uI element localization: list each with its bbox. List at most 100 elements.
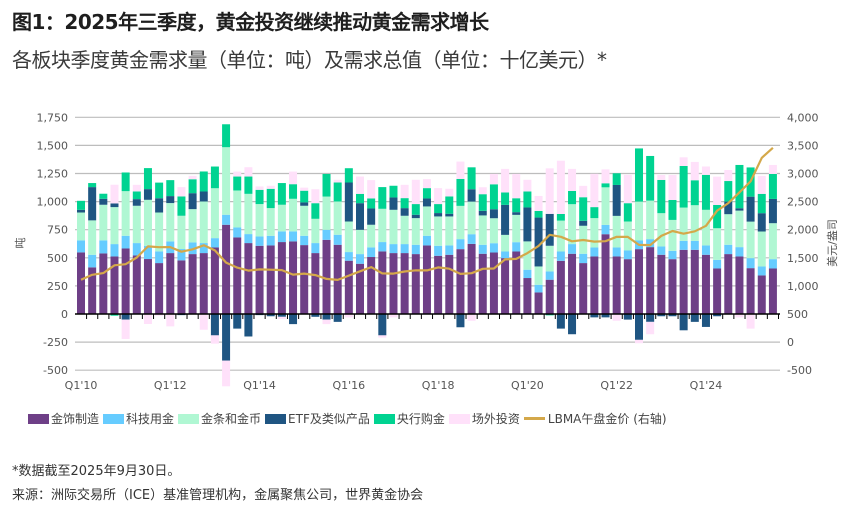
bar-segment-科技用金: [333, 234, 342, 245]
bar-segment-科技用金: [556, 251, 565, 261]
bar-segment-央行购金: [456, 178, 465, 206]
bar-segment-科技用金: [378, 242, 387, 252]
legend-item: 金条和金币: [178, 410, 261, 427]
bar-segment-ETF及类似产品: [411, 214, 420, 219]
bar-segment-央行购金: [590, 207, 599, 219]
bar-segment-金条和金币: [143, 199, 152, 246]
bar-segment-央行购金: [690, 180, 699, 206]
bar-segment-ETF及类似产品: [88, 187, 97, 221]
bar-segment-金条和金币: [757, 231, 766, 267]
bar-segment-金饰制造: [746, 268, 755, 314]
bar-segment-科技用金: [724, 244, 733, 255]
y-tick-label: 0: [61, 308, 68, 321]
bar-segment-场外投资: [333, 179, 342, 183]
bar-segment-科技用金: [311, 243, 320, 254]
bar-segment-ETF及类似产品: [289, 314, 298, 325]
stacked-bar-line-chart: 1,750 4,000 1,500 3,500 1,250 3,000 1,000 2,500…: [14, 111, 839, 392]
legend-swatch: [28, 413, 49, 424]
bar-segment-ETF及类似产品: [244, 314, 253, 337]
bar-segment-金饰制造: [143, 259, 152, 314]
bar-segment-ETF及类似产品: [110, 203, 119, 208]
bar-segment-场外投资: [556, 160, 565, 214]
bar-segment-场外投资: [701, 166, 710, 175]
bar-segment-ETF及类似产品: [333, 314, 342, 322]
bar-segment-金饰制造: [233, 237, 242, 314]
bar-segment-金条和金币: [233, 190, 242, 228]
y-tick-label: -500: [43, 364, 68, 377]
bar-segment-科技用金: [289, 231, 298, 242]
bar-segment-场外投资: [233, 171, 242, 177]
bar-segment-央行购金: [121, 172, 130, 192]
bar-segment-央行购金: [735, 164, 744, 209]
bar-segment-央行购金: [568, 190, 577, 205]
bar-segment-场外投资: [132, 184, 141, 192]
bar-segment-场外投资: [568, 168, 577, 191]
bar-segment-金条和金币: [523, 241, 532, 270]
bar-segment-科技用金: [690, 240, 699, 250]
bar-segment-央行购金: [534, 210, 543, 218]
bar-segment-场外投资: [601, 169, 610, 184]
bar-segment-科技用金: [255, 236, 264, 246]
y2-tick-label: -500: [787, 364, 812, 377]
bar-segment-场外投资: [356, 176, 364, 194]
bar-segment-场外投资: [501, 168, 510, 193]
bar-segment-科技用金: [679, 240, 688, 250]
bar-segment-ETF及类似产品: [188, 193, 197, 210]
y2-tick-label: 3,000: [787, 168, 819, 181]
bar-segment-央行购金: [478, 194, 487, 211]
bar-segment-金条和金币: [679, 207, 688, 241]
bar-segment-科技用金: [657, 246, 666, 255]
bar-segment-场外投资: [277, 316, 286, 320]
bar-segment-场外投资: [188, 175, 197, 180]
legend-item: 场外投资: [448, 410, 520, 427]
y2-tick-label: 500: [787, 308, 808, 321]
bar-segment-ETF及类似产品: [568, 314, 577, 335]
x-tick-label: Q1'18: [422, 379, 455, 392]
legend-label: 场外投资: [471, 412, 520, 426]
bar-segment-ETF及类似产品: [623, 314, 632, 320]
bar-segment-科技用金: [177, 249, 186, 261]
bar-segment-金条和金币: [434, 216, 443, 246]
bar-segment-央行购金: [155, 182, 164, 199]
bar-segment-科技用金: [199, 243, 208, 254]
bar-segment-场外投资: [110, 184, 119, 204]
bar-segment-金饰制造: [434, 255, 443, 314]
legend-item-line: LBMA午盘金价 (右轴): [523, 410, 667, 427]
bar-segment-科技用金: [244, 234, 253, 244]
bar-segment-金饰制造: [735, 256, 744, 314]
bars: [77, 124, 777, 387]
bar-segment-ETF及类似产品: [679, 314, 688, 331]
bar-segment-ETF及类似产品: [746, 196, 755, 222]
bar-segment-科技用金: [434, 245, 443, 256]
bar-segment-金条和金币: [77, 212, 85, 241]
y-tick-label: -250: [43, 336, 68, 349]
bar-segment-金条和金币: [590, 218, 599, 248]
bar-segment-ETF及类似产品: [590, 314, 599, 318]
bar-segment-场外投资: [289, 171, 298, 185]
bar-segment-金饰制造: [244, 243, 253, 314]
bar-segment-科技用金: [701, 245, 710, 255]
bar-segment-金饰制造: [556, 260, 565, 314]
bar-segment-ETF及类似产品: [579, 220, 588, 226]
bar-segment-科技用金: [132, 243, 141, 256]
bar-segment-金条和金币: [378, 208, 387, 243]
x-tick-label: Q1'12: [154, 379, 187, 392]
bar-segment-科技用金: [456, 239, 465, 250]
x-axis: [75, 313, 780, 319]
bar-segment-央行购金: [701, 174, 710, 210]
bar-segment-ETF及类似产品: [646, 314, 655, 322]
bar-segment-金饰制造: [489, 252, 498, 314]
bar-segment-科技用金: [411, 244, 420, 255]
bar-segment-ETF及类似产品: [356, 203, 364, 230]
bar-segment-央行购金: [233, 176, 242, 191]
bar-segment-央行购金: [422, 188, 431, 199]
bar-segment-科技用金: [110, 244, 119, 257]
bar-segment-场外投资: [456, 161, 465, 179]
legend-swatch: [178, 413, 200, 424]
bar-segment-ETF及类似产品: [434, 213, 443, 217]
bar-segment-科技用金: [623, 250, 632, 260]
bar-segment-科技用金: [322, 229, 331, 240]
bar-segment-央行购金: [668, 199, 677, 220]
bar-segment-场外投资: [713, 176, 722, 205]
bar-segment-金饰制造: [166, 253, 175, 314]
